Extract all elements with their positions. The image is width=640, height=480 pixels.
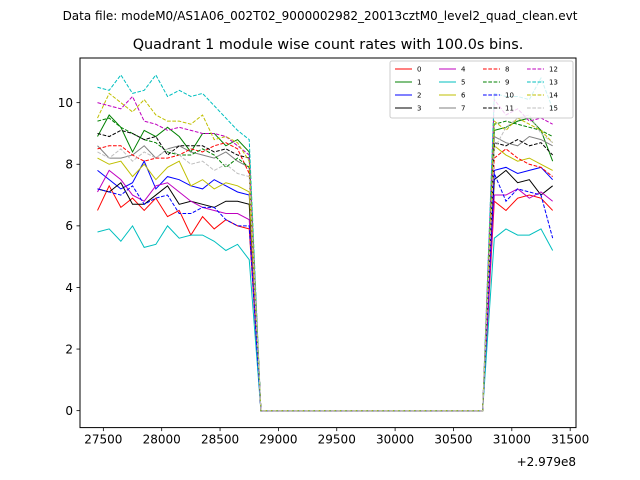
axes-frame [79,57,577,429]
y-tick-label: 2 [65,342,73,356]
x-tick-label: 31500 [551,433,589,447]
legend-label-6: 6 [461,92,466,100]
y-tick-label: 4 [65,281,73,295]
legend-label-15: 15 [549,105,558,113]
legend-label-7: 7 [461,105,465,113]
legend-label-2: 2 [417,92,421,100]
legend-label-10: 10 [505,92,514,100]
plot-lines [97,74,554,412]
legend-label-9: 9 [505,79,509,87]
series-line-15 [97,114,553,412]
legend-label-5: 5 [461,79,465,87]
x-tick-label: 30500 [434,433,472,447]
legend-label-0: 0 [417,66,421,74]
legend-label-1: 1 [417,79,421,87]
x-tick-label: 28500 [201,433,239,447]
x-tick-label: 28000 [143,433,181,447]
legend-label-13: 13 [549,79,558,87]
legend-label-4: 4 [461,66,466,74]
y-axis: 0 2 4 6 8 10 [58,96,80,418]
x-tick-label: 29000 [259,433,297,447]
x-tick-label: 29500 [318,433,356,447]
x-offset-label: +2.979e8 [517,455,576,469]
x-tick-label: 30000 [376,433,414,447]
y-tick-label: 8 [65,158,73,172]
figure-suptitle: Data file: modeM0/AS1A06_002T02_90000029… [63,9,578,23]
legend-label-8: 8 [505,66,509,74]
y-tick-label: 6 [65,219,73,233]
legend-frame [389,60,574,119]
legend-label-11: 11 [505,105,514,113]
x-tick-label: 31000 [493,433,531,447]
y-tick-label: 0 [65,404,73,418]
y-tick-label: 10 [58,96,73,110]
legend-label-12: 12 [549,66,558,74]
x-axis: 27500 28000 28500 29000 29500 30000 30500 31000… [84,427,589,447]
chart-title: Quadrant 1 module wise count rates with … [133,37,524,53]
x-tick-label: 27500 [84,433,122,447]
legend-label-3: 3 [417,105,421,113]
legend-label-14: 14 [549,92,558,100]
